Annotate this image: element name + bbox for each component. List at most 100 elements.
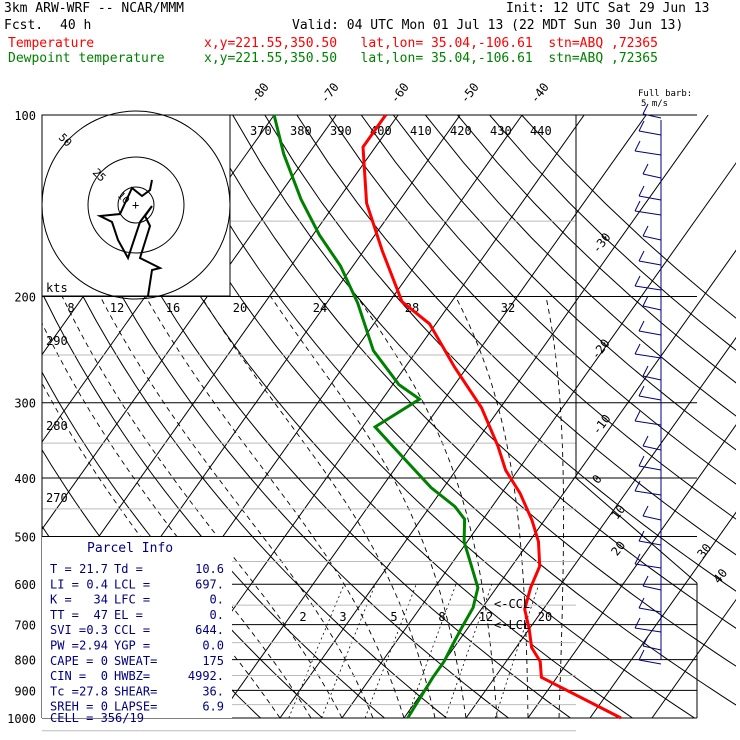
wind-barb-flag: [642, 365, 649, 377]
parcel-info-value: 644.: [195, 623, 224, 637]
parcel-info-key: CIN =: [50, 669, 86, 683]
hodograph-speed-tick: 20: [233, 301, 247, 315]
wind-barb-flag: [634, 275, 641, 287]
wind-barb: [634, 285, 662, 291]
isotherm-label: -30: [589, 230, 613, 256]
pressure-tick-label: 200: [14, 291, 36, 305]
wind-barb-flag: [634, 553, 641, 565]
wind-barb: [642, 375, 662, 381]
parcel-info-key: T =: [50, 562, 72, 576]
parcel-info-value: 34: [94, 593, 108, 607]
wind-barb: [638, 395, 662, 401]
hodograph-speed-tick: 32: [501, 301, 515, 315]
dry-adiabat: [521, 115, 736, 319]
parcel-info-box: [42, 537, 232, 718]
dry-adiabat: [392, 115, 736, 451]
parcel-info-value: 21.7: [79, 562, 108, 576]
parcel-info-value: 0: [101, 669, 108, 683]
parcel-info-key: YGP =: [114, 639, 150, 653]
wind-barb-flag: [642, 435, 649, 447]
temperature-profile: [361, 114, 622, 720]
mixing-ratio-label: 3: [339, 610, 346, 624]
isotherm-line: [465, 336, 736, 718]
theta-label: 370: [250, 124, 272, 138]
pressure-tick-label: 100: [14, 109, 36, 123]
parcel-info-key: SWEAT=: [114, 654, 157, 668]
isotherm-label: -40: [527, 80, 551, 106]
parcel-info-key: LI =: [50, 577, 79, 591]
parcel-info-key: CCL =: [114, 623, 150, 637]
wind-barb: [634, 490, 662, 496]
hodograph-speed-tick: 24: [313, 301, 327, 315]
parcel-info-value: 0.0: [202, 639, 224, 653]
temperature-location: x,y=221.55,350.50 lat,lon= 35.04,-106.61…: [204, 36, 658, 51]
hodograph-speed-tick: 16: [166, 301, 180, 315]
parcel-info-value: 6.9: [202, 700, 224, 714]
theta-label: 380: [290, 124, 312, 138]
hodograph-box: [41, 114, 231, 297]
ccl-marker: <-CCL: [494, 597, 530, 611]
parcel-info-value: 0.: [210, 593, 224, 607]
wind-barb: [642, 585, 662, 591]
parcel-info-key: LAPSE=: [114, 700, 157, 714]
wind-barb: [638, 260, 662, 266]
theta-left-label: 270: [46, 491, 68, 505]
wind-barb: [642, 173, 662, 179]
parcel-info-value: 0.: [210, 608, 224, 622]
moist-adiabat: [61, 296, 343, 718]
skewed-frame-edge: [575, 477, 698, 584]
pressure-tick-label: 700: [14, 619, 36, 633]
wind-legend-scale: 5 m/s: [641, 99, 668, 109]
parcel-info-key: K =: [50, 593, 72, 607]
wind-barb: [634, 210, 662, 216]
wind-barb: [634, 627, 662, 633]
parcel-info-key: Tc =: [50, 684, 79, 698]
wind-barb-flag: [642, 575, 649, 587]
wind-barb: [634, 150, 662, 156]
parcel-info-key: HWBZ=: [114, 669, 150, 683]
theta-label: 430: [490, 124, 512, 138]
wind-barb-flag: [642, 163, 649, 175]
theta-label: 410: [410, 124, 432, 138]
moist-adiabat: [545, 296, 565, 718]
parcel-info-key: SVI =: [50, 623, 86, 637]
parcel-info-key: TT =: [50, 608, 79, 622]
hodograph-speed-label: kts: [46, 281, 68, 295]
dry-adiabat: [425, 115, 736, 417]
wind-barb: [638, 465, 662, 471]
isotherm-line: [341, 162, 736, 718]
theta-label: 420: [450, 124, 472, 138]
hodograph-ring: [41, 110, 231, 300]
isotherm-line: [42, 115, 337, 531]
parcel-info-key: EL =: [114, 608, 143, 622]
wind-barb: [642, 305, 662, 311]
parcel-info-key: SREH =: [50, 700, 93, 714]
wind-barb: [638, 195, 662, 201]
wind-barb-flag: [634, 410, 641, 422]
wind-barb: [638, 130, 662, 136]
parcel-info-value: 47: [94, 608, 108, 622]
isotherm-line: [42, 115, 399, 618]
isotherm-label: 10: [608, 502, 628, 522]
parcel-info-cell: CELL = 356/19: [50, 711, 144, 725]
mixing-ratio-label: 20: [538, 610, 552, 624]
isotherm-line: [217, 115, 647, 718]
wind-barb-flag: [634, 617, 641, 629]
hodograph-ring: [87, 156, 185, 254]
pressure-tick-label: 600: [14, 578, 36, 592]
mixing-ratio-line: [288, 584, 345, 718]
parcel-info-key: LFC =: [114, 593, 150, 607]
hodograph-speed-tick: 12: [110, 301, 124, 315]
wind-barb-flag: [638, 250, 645, 262]
pressure-tick-label: 1000: [7, 712, 36, 726]
isotherm-label: 30: [694, 541, 714, 561]
wind-barb-flag: [638, 597, 645, 609]
valid-time: Valid: 04 UTC Mon 01 Jul 13 (22 MDT Sun …: [292, 18, 684, 33]
wind-legend-title: Full barb:: [638, 89, 692, 99]
parcel-info-value: 27.8: [79, 684, 108, 698]
wind-barb-flag: [642, 225, 649, 237]
wind-barb-flag: [642, 103, 649, 115]
wind-barb: [638, 540, 662, 546]
wind-barb-flag: [642, 505, 649, 517]
wind-barb-flag: [638, 185, 645, 197]
